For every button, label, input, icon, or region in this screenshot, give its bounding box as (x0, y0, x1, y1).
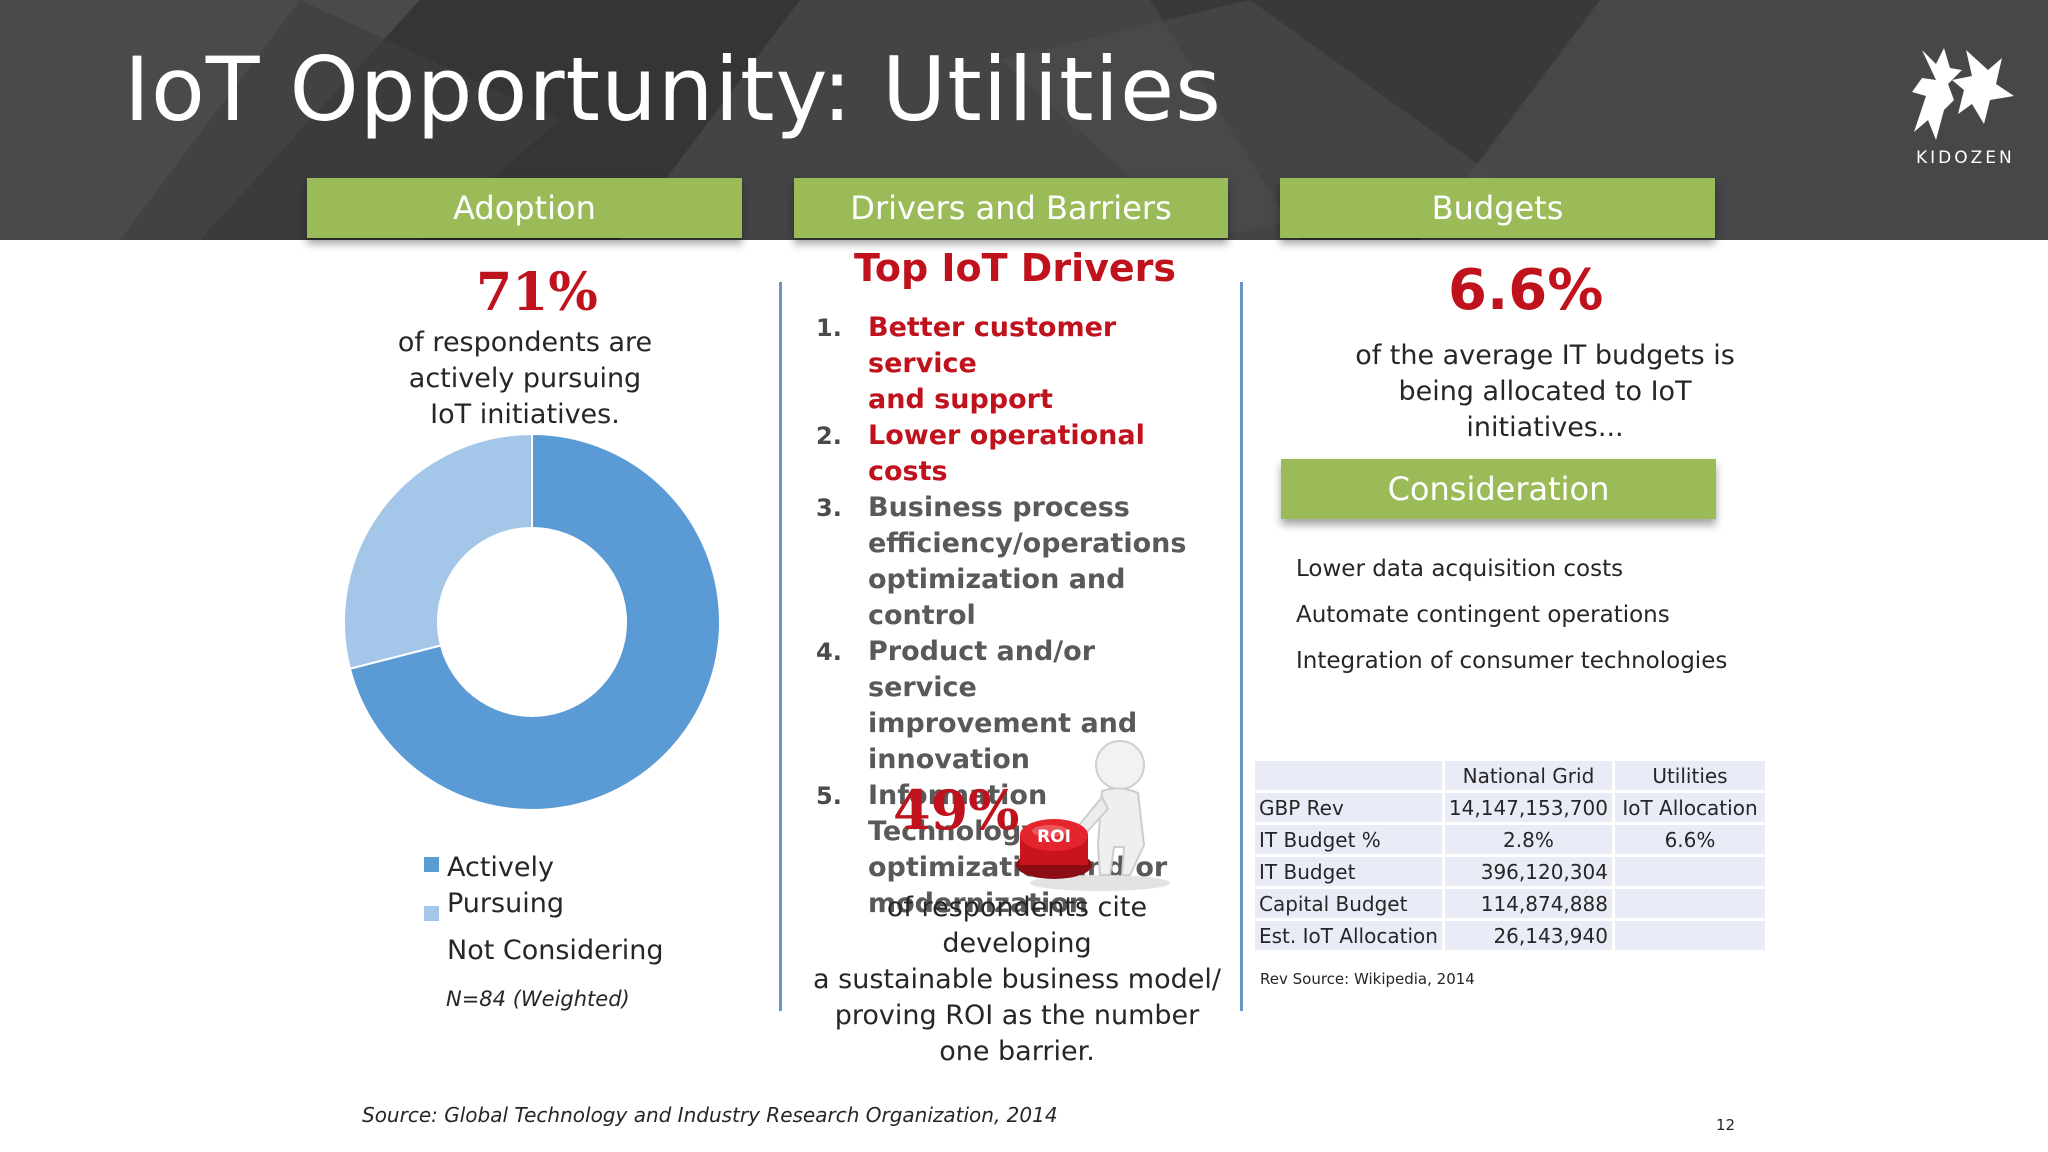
table-cell (1614, 921, 1765, 950)
table-cell (1614, 857, 1765, 886)
list-item-line: Product and/or service (868, 636, 1096, 703)
footer-source: Source: Global Technology and Industry R… (362, 1103, 1058, 1127)
list-item-line: and support (868, 384, 1053, 415)
table-cell: GBP Rev (1255, 793, 1442, 822)
consideration-item: Integration of consumer technologies (1296, 648, 1728, 674)
section-consideration-header: Consideration (1281, 459, 1716, 519)
list-item: 1. Better customer service and support (816, 310, 1206, 418)
section-adoption-header: Adoption (307, 178, 742, 238)
table-cell: 6.6% (1614, 825, 1765, 854)
list-item-line: improvement and (868, 708, 1138, 739)
list-item: 2. Lower operational costs (816, 418, 1206, 490)
table-row: GBP Rev 14,147,153,700 IoT Allocation (1255, 793, 1765, 822)
section-budgets-header: Budgets (1280, 178, 1715, 238)
list-item-line: innovation (868, 744, 1030, 775)
barrier-desc-line: one barrier. (939, 1036, 1095, 1067)
list-item-line: Information Technology (868, 780, 1048, 847)
budgets-desc-line: of the average IT budgets is (1355, 340, 1735, 371)
budgets-desc-line: initiatives... (1466, 412, 1624, 443)
table-header-row: National Grid Utilities (1255, 761, 1765, 790)
table-row: Capital Budget 114,874,888 (1255, 889, 1765, 918)
table-source-note: Rev Source: Wikipedia, 2014 (1260, 970, 1475, 988)
list-item-number: 4. (816, 638, 842, 666)
consideration-item: Lower data acquisition costs (1296, 556, 1624, 582)
table-cell: IT Budget % (1255, 825, 1442, 854)
table-cell: Utilities (1614, 761, 1765, 790)
roi-figure-illustration: ROI (1016, 740, 1170, 891)
table-cell: National Grid (1444, 761, 1612, 790)
column-divider-right (1240, 282, 1243, 1011)
column-divider-left (779, 282, 782, 1011)
legend-label-line: Actively (447, 852, 554, 883)
section-drivers-header: Drivers and Barriers (794, 178, 1228, 238)
legend-label-actively-pursuing: Actively Pursuing (447, 850, 564, 922)
table-cell: IoT Allocation (1614, 793, 1765, 822)
table-cell: 26,143,940 (1444, 921, 1612, 950)
adoption-desc-line: actively pursuing (408, 363, 642, 394)
list-item-line: efficiency/operations (868, 528, 1187, 559)
list-item-line: modernization (868, 888, 1088, 919)
table-row: IT Budget % 2.8% 6.6% (1255, 825, 1765, 854)
table-cell: Est. IoT Allocation (1255, 921, 1442, 950)
budgets-desc-line: being allocated to IoT (1398, 376, 1692, 407)
adoption-donut-chart (343, 432, 721, 811)
legend-swatch-not-considering (424, 906, 439, 921)
drivers-list: 1. Better customer service and support 2… (816, 310, 1206, 922)
list-item: 4. Product and/or service improvement an… (816, 634, 1206, 778)
adoption-desc-line: IoT initiatives. (430, 399, 620, 430)
budgets-description: of the average IT budgets is being alloc… (1330, 338, 1760, 446)
barrier-desc-line: of respondents cite developing (886, 892, 1148, 959)
table-cell: 2.8% (1444, 825, 1612, 854)
table-cell: 14,147,153,700 (1444, 793, 1612, 822)
sample-size-note: N=84 (Weighted) (446, 987, 630, 1011)
legend-label-line: Pursuing (447, 888, 564, 919)
page-number: 12 (1716, 1116, 1736, 1134)
barrier-description: of respondents cite developing a sustain… (810, 890, 1224, 1070)
table-row: IT Budget 396,120,304 (1255, 857, 1765, 886)
adoption-percent: 71% (476, 262, 598, 323)
budgets-percent: 6.6% (1448, 258, 1604, 323)
table-cell: 114,874,888 (1444, 889, 1612, 918)
table-cell (1255, 761, 1442, 790)
roi-label: ROI (1037, 827, 1071, 847)
barrier-desc-line: proving ROI as the number (834, 1000, 1200, 1031)
list-item-line: Better customer service (868, 312, 1117, 379)
table-cell (1614, 889, 1765, 918)
legend-swatch-actively-pursuing (424, 857, 439, 872)
barrier-percent: 49% (893, 778, 1020, 842)
donut-slice-actively-pursuing (348, 432, 721, 811)
adoption-desc-line: of respondents are (397, 327, 653, 358)
kidozen-logo-icon (1912, 48, 2014, 140)
barrier-desc-line: a sustainable business model/ (813, 964, 1221, 995)
donut-slice-not-considering (343, 432, 533, 670)
list-item-line: Business process (868, 492, 1130, 523)
list-item-line: optimization and control (868, 564, 1126, 631)
adoption-description: of respondents are actively pursuing IoT… (360, 325, 690, 433)
table-row: Est. IoT Allocation 26,143,940 (1255, 921, 1765, 950)
budget-table: National Grid Utilities GBP Rev 14,147,1… (1252, 758, 1768, 953)
drivers-title: Top IoT Drivers (853, 246, 1177, 290)
list-item-number: 1. (816, 314, 842, 342)
table-cell: IT Budget (1255, 857, 1442, 886)
list-item-number: 5. (816, 782, 842, 810)
page-title: IoT Opportunity: Utilities (124, 38, 1223, 141)
logo-text: KIDOZEN (1916, 148, 2015, 168)
list-item-number: 3. (816, 494, 842, 522)
list-item-line: Lower operational costs (868, 420, 1145, 487)
list-item: 3. Business process efficiency/operation… (816, 490, 1206, 634)
list-item-number: 2. (816, 422, 842, 450)
table-cell: Capital Budget (1255, 889, 1442, 918)
legend-label-not-considering: Not Considering (447, 935, 664, 966)
table-cell: 396,120,304 (1444, 857, 1612, 886)
consideration-item: Automate contingent operations (1296, 602, 1670, 628)
